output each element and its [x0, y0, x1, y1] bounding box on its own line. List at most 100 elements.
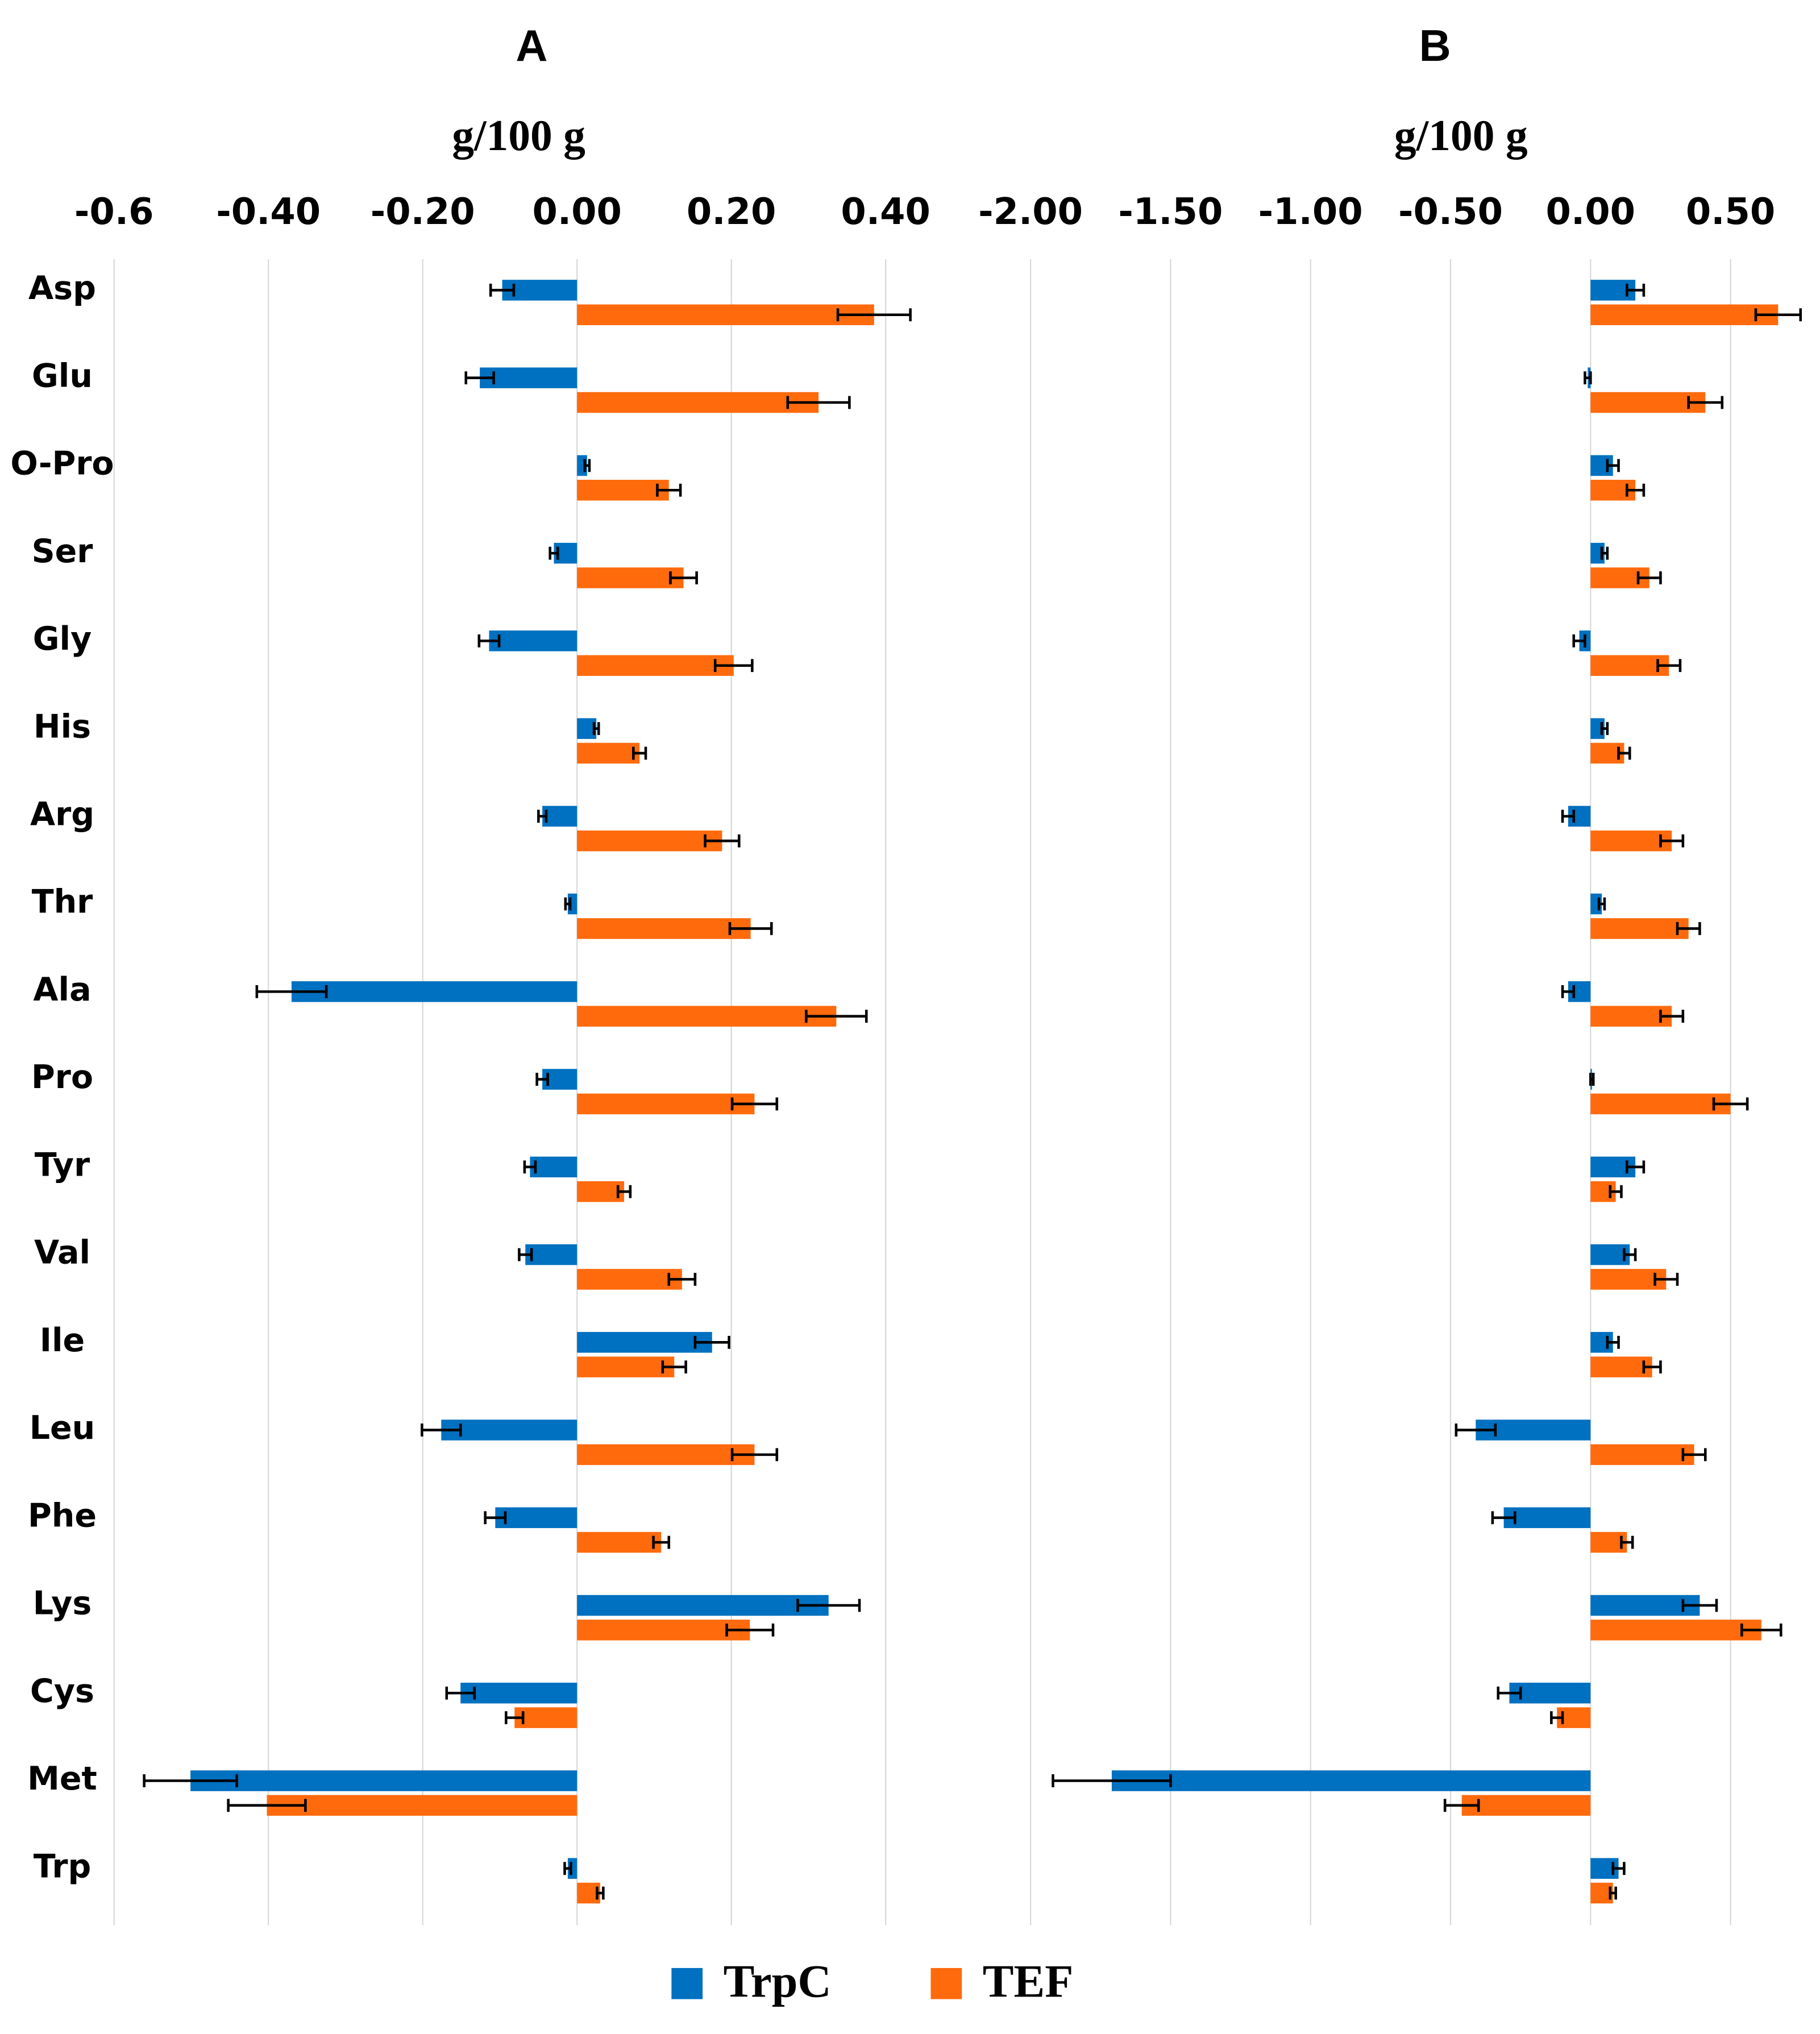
bar — [577, 1444, 755, 1466]
error-bar — [1712, 1097, 1749, 1111]
y-tick-label: Val — [34, 1234, 90, 1272]
chart-title: A — [516, 22, 547, 70]
error-bar — [1443, 1799, 1480, 1812]
bar — [441, 1419, 577, 1441]
error-bar — [652, 1535, 671, 1549]
error-bar — [537, 810, 548, 823]
bar — [489, 630, 577, 651]
error-bar — [592, 722, 600, 736]
error-bar — [583, 459, 591, 472]
error-bar — [227, 1799, 307, 1812]
bar — [1590, 1006, 1672, 1027]
bar — [1590, 1093, 1731, 1115]
bar — [1590, 304, 1779, 326]
error-bar — [596, 1886, 605, 1900]
error-bar — [693, 1335, 730, 1349]
bar — [577, 742, 640, 764]
y-tick-label: Asp — [28, 269, 96, 307]
error-bar — [1606, 1335, 1620, 1349]
bar — [577, 1269, 682, 1290]
error-bar — [725, 1623, 775, 1637]
error-bar — [796, 1599, 861, 1612]
error-bar — [484, 1511, 507, 1525]
bar — [577, 567, 684, 588]
error-bar — [1676, 922, 1701, 935]
bar — [291, 981, 577, 1002]
error-bar — [1052, 1774, 1172, 1787]
legend-label: TrpC — [724, 1956, 832, 2007]
error-bar — [143, 1774, 238, 1787]
error-bar — [445, 1686, 476, 1700]
error-bar — [656, 483, 682, 497]
error-bar — [1455, 1423, 1497, 1437]
bar — [577, 1620, 750, 1641]
bar — [1590, 392, 1706, 413]
error-bar — [667, 1272, 697, 1286]
error-bar — [1681, 1448, 1707, 1462]
error-bar — [1754, 308, 1802, 322]
error-bar — [535, 1073, 549, 1086]
error-bar — [661, 1360, 687, 1374]
y-tick-label: Glu — [32, 357, 93, 395]
bar — [495, 1507, 577, 1529]
error-bar — [786, 396, 851, 409]
error-bar — [1656, 659, 1682, 673]
legend-swatch — [671, 1967, 703, 1999]
x-tick-label: -2.00 — [978, 191, 1083, 233]
error-bar — [616, 1185, 632, 1198]
bar — [460, 1683, 577, 1704]
error-bar — [1561, 810, 1576, 823]
bar — [267, 1795, 577, 1816]
bar — [1590, 655, 1669, 676]
error-bar — [564, 897, 572, 911]
bar — [577, 1332, 712, 1353]
error-bar — [549, 546, 559, 560]
x-tick-label: 0.00 — [532, 191, 622, 233]
y-tick-label: Ala — [33, 971, 91, 1008]
error-bar — [1620, 1535, 1634, 1549]
x-tick-label: 0.40 — [841, 191, 930, 233]
error-bar — [1687, 396, 1724, 409]
bar — [1590, 1620, 1761, 1641]
y-tick-label: Ile — [40, 1322, 85, 1359]
bar — [1590, 1356, 1652, 1377]
error-bar — [255, 985, 328, 998]
x-tick-label: 0.50 — [1686, 191, 1776, 233]
error-bar — [836, 308, 912, 322]
y-tick-label: Lys — [33, 1585, 92, 1622]
error-bar — [489, 284, 516, 297]
y-tick-label: Ser — [32, 533, 93, 570]
x-tick-label: 0.00 — [1546, 191, 1636, 233]
error-bar — [1740, 1623, 1782, 1637]
bar — [1509, 1683, 1591, 1704]
error-bar — [1606, 459, 1620, 472]
y-tick-label: His — [34, 708, 91, 745]
bar — [577, 1093, 755, 1115]
y-tick-label: Gly — [33, 620, 92, 658]
error-bar — [1600, 546, 1609, 560]
error-bar — [632, 746, 647, 760]
y-tick-label: Met — [27, 1760, 97, 1798]
error-bar — [669, 571, 698, 584]
y-tick-label: Pro — [31, 1058, 93, 1096]
error-bar — [1609, 1886, 1617, 1900]
y-tick-label: Thr — [32, 883, 93, 921]
bar — [577, 1356, 675, 1377]
y-tick-label: Cys — [30, 1672, 94, 1710]
bar — [1111, 1770, 1591, 1791]
y-tick-label: Trp — [34, 1848, 92, 1885]
bar — [577, 1531, 662, 1553]
error-bar — [805, 1010, 868, 1023]
bar — [525, 1244, 577, 1265]
error-bar — [464, 371, 495, 385]
error-bar — [1626, 1160, 1646, 1174]
legend-label: TEF — [983, 1956, 1074, 2007]
error-bar — [1589, 1073, 1595, 1086]
bar — [577, 1595, 829, 1616]
error-bar — [1626, 483, 1646, 497]
x-tick-label: -1.00 — [1258, 191, 1363, 233]
bar — [1503, 1507, 1591, 1529]
error-bar — [730, 1097, 779, 1111]
